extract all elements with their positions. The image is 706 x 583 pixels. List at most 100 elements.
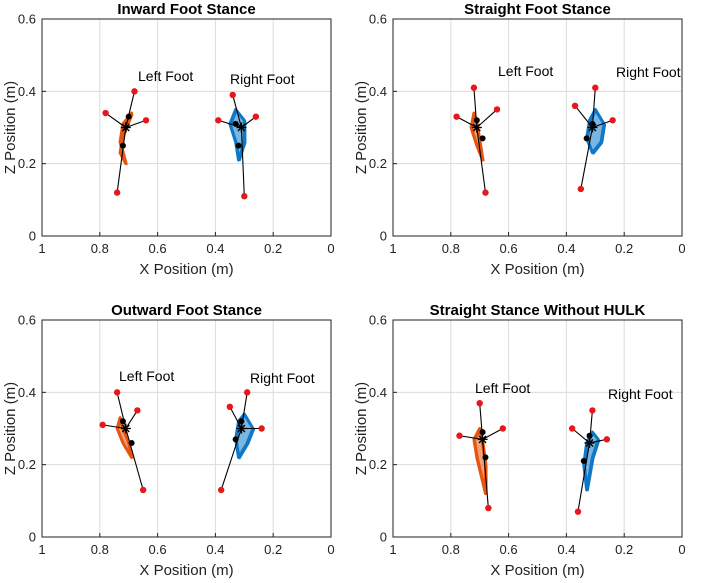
right-foot-ankle-marker bbox=[236, 423, 247, 434]
left-foot-marker-point bbox=[476, 399, 483, 407]
right-foot-marker-point bbox=[568, 425, 576, 432]
right-foot-joint-point bbox=[238, 418, 245, 425]
left-foot-marker-point bbox=[456, 432, 463, 439]
chart-title: Inward Foot Stance bbox=[117, 1, 255, 18]
y-tick-label: 0 bbox=[29, 530, 36, 545]
y-tick-label: 0 bbox=[380, 229, 387, 244]
left-foot-group bbox=[456, 399, 507, 512]
right-foot-group bbox=[571, 84, 616, 193]
left-foot-spoke bbox=[116, 127, 127, 193]
y-tick-label: 0 bbox=[380, 530, 387, 545]
left-foot-spoke bbox=[125, 428, 144, 491]
x-tick-label: 0.6 bbox=[149, 542, 167, 557]
right-foot-marker-point bbox=[241, 193, 248, 200]
left-foot-marker-point bbox=[470, 84, 478, 91]
x-axis-label: X Position (m) bbox=[490, 261, 584, 278]
x-tick-label: 1 bbox=[38, 542, 45, 557]
left-foot-ankle-marker bbox=[120, 423, 131, 434]
right-foot-marker-point bbox=[574, 508, 582, 515]
right-foot-joint-point bbox=[232, 120, 239, 127]
left-foot-marker-point bbox=[102, 109, 109, 117]
right-foot-marker-point bbox=[258, 425, 265, 432]
right-foot-label: Right Foot bbox=[250, 370, 315, 386]
x-tick-label: 0.4 bbox=[557, 542, 575, 557]
right-foot-marker-point bbox=[589, 407, 596, 414]
right-foot-joint-point bbox=[580, 458, 587, 465]
left-foot-marker-point bbox=[142, 117, 150, 124]
y-tick-label: 0.4 bbox=[369, 84, 387, 99]
plot-frame bbox=[41, 18, 332, 237]
left-foot-joint-point bbox=[128, 439, 135, 446]
left-foot-group bbox=[99, 389, 147, 494]
x-tick-label: 0.2 bbox=[615, 241, 633, 256]
left-foot-spoke bbox=[456, 116, 478, 128]
left-foot-label: Left Foot bbox=[138, 68, 193, 84]
panel-straight-stance-without-hulk: 1 0.8 0.6 0.4 0.2 0 0 0.2 0.4 0.6 Straight Stance … bbox=[353, 302, 686, 579]
right-foot-ankle-marker bbox=[587, 122, 598, 133]
y-tick-label: 0.6 bbox=[18, 313, 36, 328]
x-tick-label: 0.8 bbox=[91, 241, 109, 256]
x-tick-label: 0.2 bbox=[615, 542, 633, 557]
right-foot-spoke bbox=[220, 428, 242, 491]
right-foot-joint-point bbox=[586, 432, 593, 439]
right-foot-spoke bbox=[240, 127, 245, 197]
x-tick-label: 0.8 bbox=[91, 542, 109, 557]
left-foot-marker-point bbox=[113, 389, 121, 396]
left-foot-marker-point bbox=[499, 425, 507, 432]
y-tick-label: 0.6 bbox=[369, 12, 387, 27]
panel-inward-foot-stance: 1 0.8 0.6 0.4 0.2 0 0 0.2 0.4 0.6 Inward Foot Stan… bbox=[2, 1, 335, 278]
y-axis-label: Z Position (m) bbox=[353, 382, 370, 475]
right-foot-marker-point bbox=[229, 91, 236, 99]
y-tick-label: 0.6 bbox=[369, 313, 387, 328]
left-foot-marker-point bbox=[453, 113, 460, 120]
right-foot-group bbox=[568, 407, 611, 515]
x-tick-label: 0 bbox=[678, 542, 685, 557]
left-foot-ankle-marker bbox=[120, 122, 131, 133]
y-axis-label: Z Position (m) bbox=[2, 81, 19, 174]
y-axis-label: Z Position (m) bbox=[2, 382, 19, 475]
right-foot-joint-point bbox=[232, 436, 239, 443]
right-foot-marker-point bbox=[577, 185, 585, 193]
x-tick-label: 1 bbox=[389, 241, 396, 256]
left-foot-spoke bbox=[125, 410, 138, 429]
left-foot-joint-point bbox=[119, 142, 126, 149]
right-foot-marker-point bbox=[571, 102, 579, 110]
x-tick-label: 0 bbox=[327, 241, 334, 256]
y-tick-label: 0.4 bbox=[18, 84, 36, 99]
left-foot-marker-point bbox=[113, 189, 121, 196]
left-foot-marker-point bbox=[99, 421, 106, 429]
left-foot-marker-point bbox=[139, 486, 147, 494]
x-tick-label: 0.6 bbox=[500, 241, 518, 256]
y-axis-label: Z Position (m) bbox=[353, 81, 370, 174]
y-tick-label: 0.2 bbox=[18, 156, 36, 171]
left-foot-group bbox=[102, 88, 150, 196]
right-foot-spoke bbox=[218, 119, 242, 129]
x-tick-label: 0.2 bbox=[264, 542, 282, 557]
right-foot-spoke bbox=[229, 406, 242, 429]
right-foot-marker-point bbox=[603, 436, 611, 443]
left-foot-spoke bbox=[482, 439, 489, 509]
right-foot-label: Right Foot bbox=[608, 386, 673, 402]
x-tick-label: 0 bbox=[327, 542, 334, 557]
left-foot-ankle-marker bbox=[477, 434, 488, 445]
right-foot-marker-point bbox=[215, 117, 222, 124]
x-tick-label: 0.4 bbox=[206, 542, 224, 557]
left-foot-spoke bbox=[476, 127, 487, 193]
x-tick-label: 0.2 bbox=[264, 241, 282, 256]
chart-title: Outward Foot Stance bbox=[111, 302, 262, 319]
x-tick-label: 0.6 bbox=[500, 542, 518, 557]
x-tick-label: 1 bbox=[389, 542, 396, 557]
right-foot-marker-point bbox=[609, 117, 616, 124]
left-foot-joint-point bbox=[479, 429, 486, 436]
right-foot-spoke bbox=[592, 119, 613, 129]
left-foot-group bbox=[453, 84, 501, 196]
y-tick-label: 0.6 bbox=[18, 12, 36, 27]
left-foot-trace-edge bbox=[471, 113, 485, 162]
panel-outward-foot-stance: 1 0.8 0.6 0.4 0.2 0 0 0.2 0.4 0.6 Outward Foot Sta… bbox=[2, 302, 335, 579]
left-foot-marker-point bbox=[131, 88, 138, 95]
x-axis-label: X Position (m) bbox=[490, 562, 584, 579]
left-foot-joint-point bbox=[125, 113, 132, 120]
y-tick-label: 0.4 bbox=[18, 385, 36, 400]
x-tick-label: 0.6 bbox=[149, 241, 167, 256]
plot-frame bbox=[392, 319, 683, 538]
